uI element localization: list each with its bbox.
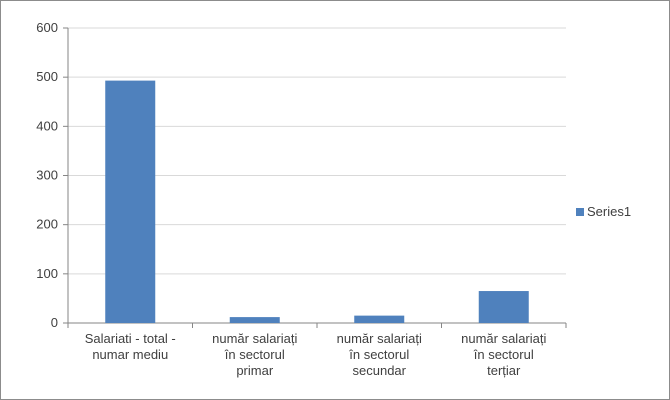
category-label-3: număr salariați în sectorul terțiar: [461, 331, 546, 378]
bar-0: [105, 80, 156, 323]
y-tick-label: 300: [36, 168, 58, 183]
y-tick-label: 500: [36, 69, 58, 84]
y-tick-label: 100: [36, 266, 58, 281]
y-tick-label: 200: [36, 217, 58, 232]
category-label-line: în sectorul: [348, 347, 409, 362]
bar-1: [229, 317, 280, 323]
category-label-line: în sectorul: [473, 347, 534, 362]
bar-2: [354, 315, 405, 323]
y-tick-label: 0: [51, 315, 58, 330]
category-label-0: Salariati - total -numar mediu: [85, 331, 176, 362]
category-label-1: număr salariați în sectorul primar: [212, 331, 297, 378]
bar-3: [478, 291, 529, 323]
y-tick-label: 400: [36, 118, 58, 133]
category-label-line: număr salariați: [461, 331, 546, 346]
category-label-line: în sectorul: [224, 347, 285, 362]
category-label-line: numar mediu: [92, 347, 168, 362]
category-label-2: număr salariați în sectorul secundar: [337, 331, 422, 378]
category-label-line: Salariati - total -: [85, 331, 176, 346]
category-label-line: secundar: [353, 363, 407, 378]
legend-swatch: [576, 208, 584, 216]
legend-label: Series1: [587, 204, 631, 219]
category-label-line: primar: [236, 363, 274, 378]
category-label-line: număr salariați: [337, 331, 422, 346]
category-label-line: terțiar: [487, 363, 521, 378]
y-tick-label: 600: [36, 20, 58, 35]
category-label-line: număr salariați: [212, 331, 297, 346]
